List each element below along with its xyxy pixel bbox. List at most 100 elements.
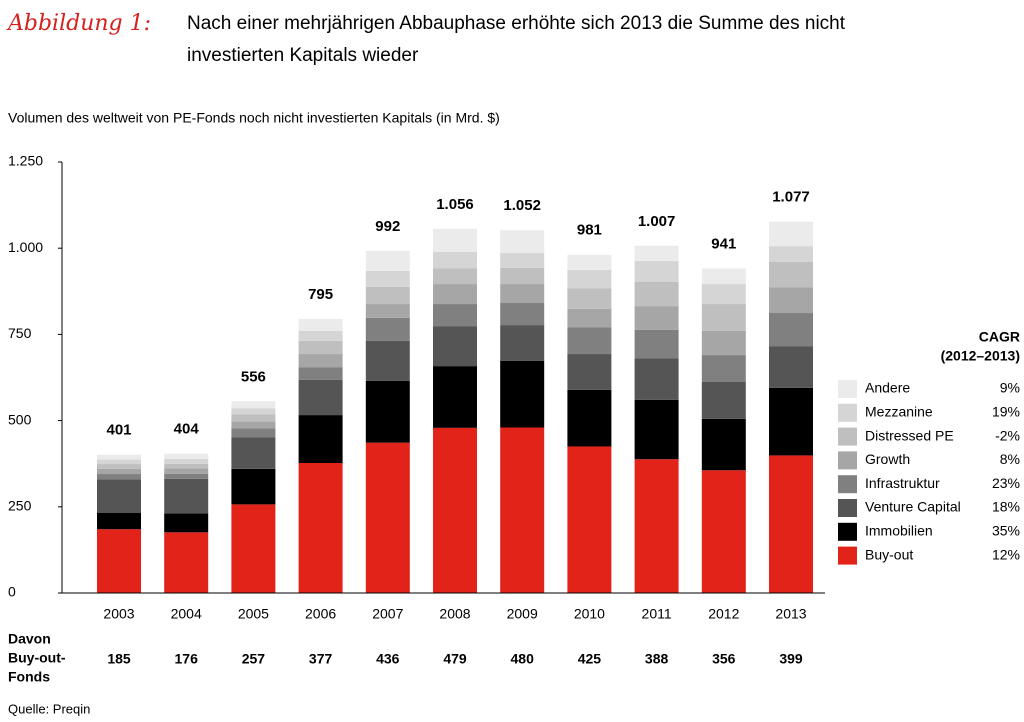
bar-segment [164,458,209,464]
legend-label: Venture Capital [865,499,961,515]
y-tick-label: 1.250 [8,153,43,169]
x-tick-label: 2013 [775,606,806,622]
bar-segment [164,478,209,514]
row-label: Davon [8,631,51,647]
figure-label: Abbildung 1: [6,11,151,36]
bar-segment [231,468,276,505]
legend-swatch [838,475,857,494]
legend-swatch [838,380,857,398]
x-tick-label: 2003 [103,606,134,622]
bar-segment [97,479,141,514]
bar-segment [567,389,612,447]
bar-segment [701,418,746,471]
bar-segment [701,284,746,305]
legend-cagr: 18% [992,499,1020,515]
bar-segment [769,287,813,314]
x-tick-label: 2011 [642,606,672,622]
total-label: 1.052 [503,197,541,214]
row-value: 377 [309,651,333,667]
bar-segment [164,532,209,593]
bar-segment [567,327,612,355]
row-value: 176 [175,651,199,667]
total-label: 404 [174,421,200,438]
row-value: 479 [443,651,467,667]
bar-segment [164,468,209,474]
bar-segment [701,268,746,285]
bar-segment [500,230,545,254]
bar-segment [769,455,813,593]
x-tick-label: 2009 [507,606,538,622]
chart-title: investierten Kapitals wieder [187,45,419,66]
bar-segment [634,281,679,307]
total-label: 795 [308,286,333,303]
bar-segment [231,437,276,469]
total-label: 556 [241,368,266,385]
bar-segment [231,414,276,422]
bar-segment [298,318,343,331]
bar-segment [500,303,545,326]
legend-cagr: 9% [1000,380,1020,396]
row-value: 388 [645,651,669,667]
bar-segment [567,288,612,309]
bar-segment [164,473,209,479]
bar-segment [500,325,545,361]
bar-segment [433,251,477,269]
bar-segment [365,304,410,318]
total-label: 981 [577,222,602,239]
legend-swatch [838,403,857,422]
bar-segment [97,474,141,480]
bar-segment [634,329,679,359]
bar-segment [97,513,141,530]
source: Quelle: Preqin [8,701,90,716]
bar-segment [701,470,746,593]
legend-cagr: 8% [1000,451,1020,467]
bar-segment [567,269,612,289]
legend-swatch [838,522,857,541]
bar-segment [634,245,679,261]
bar-segment [500,253,545,268]
legend-title: CAGR [979,329,1020,345]
total-label: 1.077 [772,189,810,206]
x-tick-label: 2005 [238,606,269,622]
x-tick-label: 2010 [574,606,605,622]
row-label: Buy-out- [8,650,66,666]
bar-segment [433,284,477,305]
legend-label: Andere [865,380,910,396]
y-tick-label: 1.000 [8,239,43,255]
x-tick-label: 2008 [439,606,470,622]
bar-segment [433,228,477,252]
legend-cagr: -2% [995,427,1020,443]
legend-label: Growth [865,451,910,467]
bar-segment [298,379,343,416]
row-value: 399 [779,651,803,667]
legend-swatch [838,427,857,446]
bar-segment [365,380,410,443]
bar-segment [365,250,410,271]
bar-segment [701,355,746,382]
row-value: 436 [376,651,400,667]
bar-segment [433,366,477,428]
bar-segment [298,367,343,380]
total-label: 1.056 [436,196,474,213]
bar-segment [769,221,813,247]
bar-segment [433,326,477,367]
legend-swatch [838,451,857,470]
bar-segment [567,308,612,328]
x-tick-label: 2012 [708,606,739,622]
bar-segment [567,446,612,593]
bar-segment [97,454,141,460]
bar-segment [634,459,679,593]
x-tick-label: 2004 [171,606,202,622]
legend-cagr: 19% [992,404,1020,420]
bar-segment [365,286,410,305]
bar-segment [500,284,545,304]
bar-segment [365,317,410,341]
row-value: 480 [511,651,535,667]
bar-segment [365,442,410,593]
bar-segment [769,346,813,388]
bar-segment [298,354,343,368]
bar-segment [701,330,746,356]
bar-segment [97,459,141,465]
total-label: 992 [375,218,400,235]
